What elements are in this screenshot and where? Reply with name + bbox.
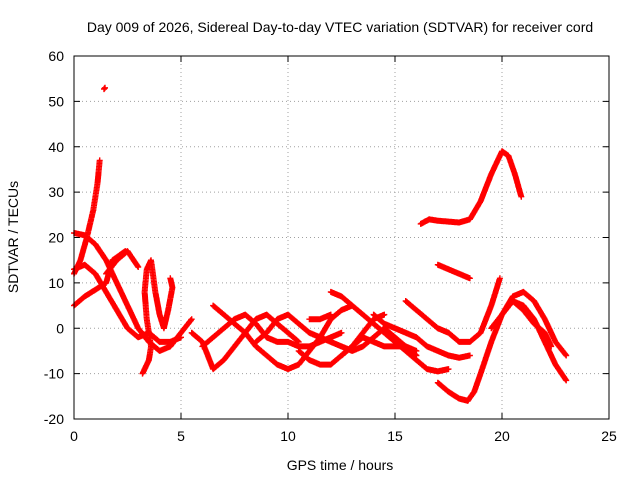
data-points [71, 84, 570, 404]
series-sat-h [210, 302, 356, 373]
series-sat-e [103, 248, 142, 277]
marker-trace [101, 84, 108, 93]
series-sat-n [338, 334, 420, 359]
marker-trace [210, 302, 356, 373]
marker-trace [103, 248, 142, 277]
plot-frame [73, 55, 610, 420]
y-tick-label: 20 [48, 230, 64, 246]
series-sat-m [327, 288, 452, 375]
marker-trace [509, 298, 555, 350]
y-tick-label: 40 [48, 139, 64, 155]
x-tick-label: 10 [280, 428, 296, 444]
grid-lines [74, 56, 609, 419]
axis-ticks: 0 5 10 15 20 25 -20 -10 0 10 20 30 40 50 60 [44, 48, 617, 444]
marker-trace [327, 288, 452, 375]
marker-trace [338, 334, 420, 359]
series-sat-u [509, 298, 555, 350]
y-tick-label: 0 [56, 320, 64, 336]
marker-trace [402, 275, 503, 345]
series-sat-o [370, 311, 473, 361]
x-axis-label: GPS time / hours [287, 457, 394, 473]
marker-trace [71, 157, 103, 277]
y-tick-label: 30 [48, 184, 64, 200]
series-sat-r [417, 148, 525, 227]
x-tick-label: 15 [387, 428, 403, 444]
x-tick-label: 0 [70, 428, 78, 444]
y-tick-label: -10 [44, 366, 64, 382]
y-axis-label: SDTVAR / TECUs [5, 181, 21, 293]
marker-trace [306, 311, 334, 323]
series-sat-l [306, 311, 334, 323]
marker-trace [417, 148, 525, 227]
series-sat-f [139, 257, 176, 377]
chart-title: Day 009 of 2026, Sidereal Day-to-day VTE… [87, 19, 593, 35]
x-tick-label: 20 [494, 428, 510, 444]
y-tick-label: 60 [48, 48, 64, 64]
x-tick-label: 25 [601, 428, 617, 444]
y-tick-label: -20 [44, 411, 64, 427]
series-sat-p [402, 275, 503, 345]
series-sat-s [434, 261, 473, 282]
series-sat-a [71, 157, 103, 277]
marker-trace [370, 311, 473, 361]
y-tick-label: 10 [48, 275, 64, 291]
series-sat-outlier [101, 84, 108, 93]
marker-trace [139, 257, 176, 377]
marker-trace [434, 261, 473, 282]
y-tick-label: 50 [48, 93, 64, 109]
x-tick-label: 5 [177, 428, 185, 444]
